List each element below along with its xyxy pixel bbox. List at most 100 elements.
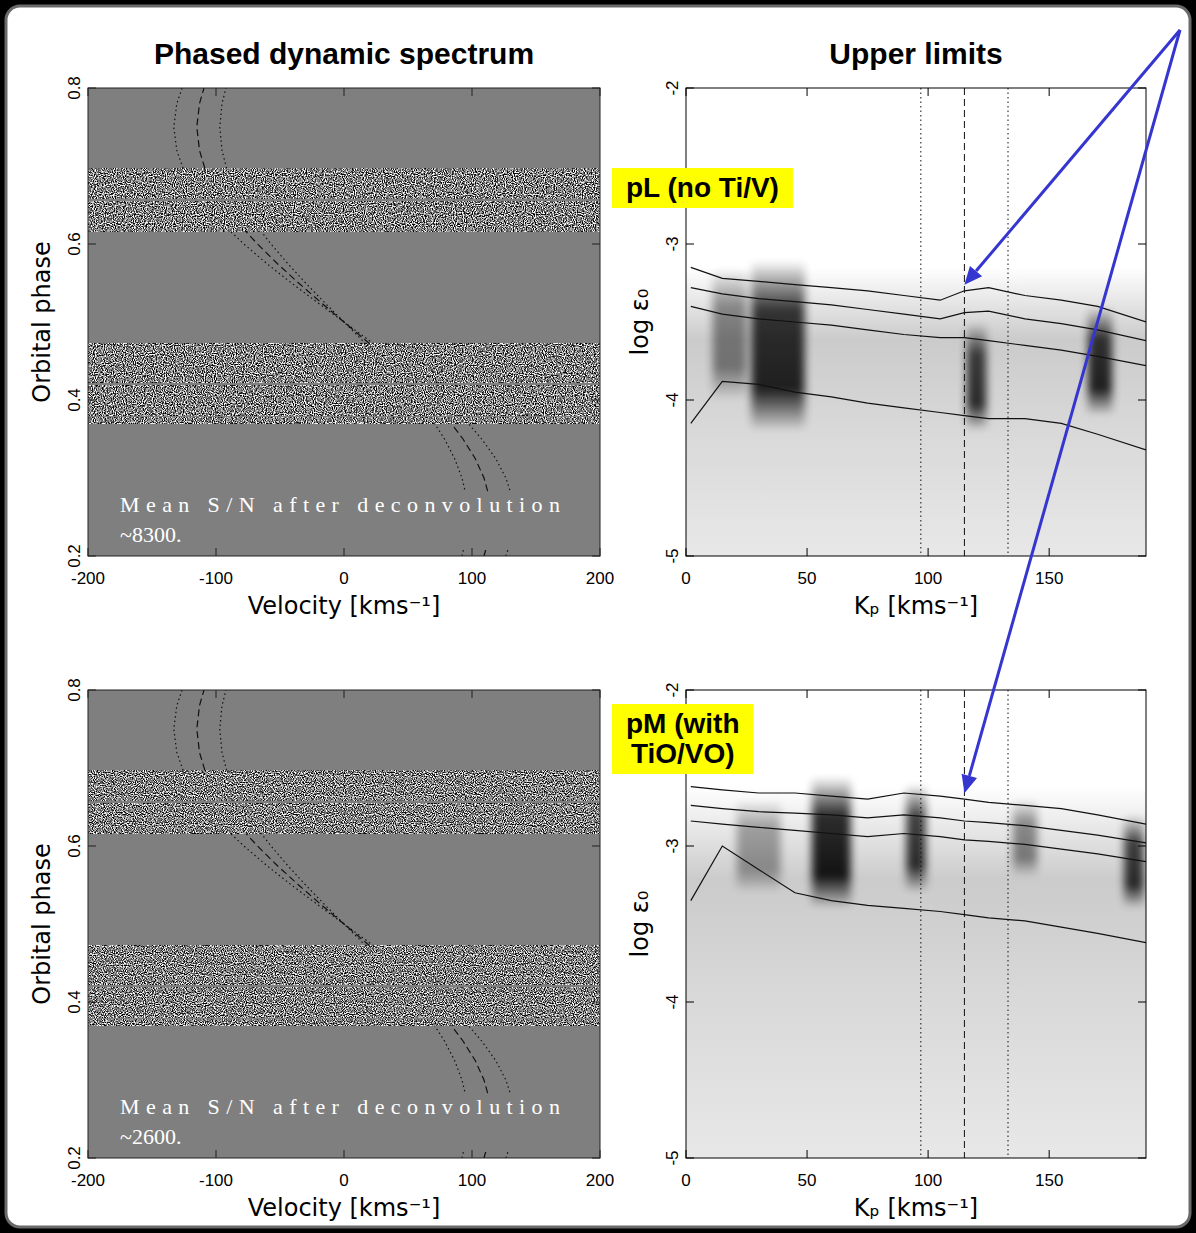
spectrum-band [88,202,600,232]
x-tick [600,88,601,556]
plot-area [686,88,1146,556]
y-tick-label: 0.8 [65,76,84,100]
x-tick-label: 0 [681,569,690,588]
annotation: ~2600. [120,1124,181,1149]
arrow-head [962,774,977,793]
plot-area [686,690,1146,1158]
spectrum-band [88,804,600,834]
x-tick-label: 100 [458,1171,486,1190]
y-axis-title: log ε₀ [626,891,654,958]
y-tick [686,1158,1146,1159]
kp-line [964,88,965,556]
y-tick-label: -5 [663,548,682,563]
y-tick [88,88,600,89]
contour-line [691,288,1146,341]
x-tick [807,88,808,556]
x-tick [472,88,473,556]
plot-frame [686,690,1146,1158]
x-tick [344,690,345,1158]
spectrum-band [88,417,600,423]
dark-feature [1013,799,1037,877]
contour-line [691,267,1146,322]
y-tick-label: -4 [663,994,682,1009]
y-tick [88,1002,600,1003]
x-tick [344,88,345,556]
y-axis-title: Orbital phase [28,843,56,1005]
y-tick [88,690,600,691]
y-tick-label: 0.2 [65,544,84,568]
y-tick [686,556,1146,557]
dark-feature [906,784,925,893]
x-tick [686,88,687,556]
contour-line [691,805,1146,843]
kp-line [1008,690,1009,1158]
y-axis-title: log ε₀ [626,289,654,356]
x-tick [928,690,929,1158]
annotation-patch [114,1094,566,1152]
y-tick-label: 0.2 [65,1146,84,1170]
y-tick-label: -4 [663,392,682,407]
spectrum-band [88,1019,600,1025]
annotation: ~8300. [120,522,181,547]
y-tick [686,88,1146,89]
x-tick-label: 100 [914,1171,942,1190]
y-tick-label: 0.4 [65,388,84,412]
annotation-patch [114,492,566,550]
y-tick-label: 0.4 [65,990,84,1014]
y-tick [88,400,600,401]
slide-panel [6,6,1190,1227]
velocity-curve [174,690,514,1158]
x-tick [216,88,217,556]
x-tick [88,88,89,556]
spectrum-band [88,770,600,800]
annotation: Mean S/N after deconvolution [120,1094,560,1119]
figure: Mean S/N after deconvolution~8300.-200-1… [0,0,1196,1233]
plot-area [88,690,600,1158]
x-tick-label: -200 [71,1171,105,1190]
x-tick [1049,88,1050,556]
annotation: Mean S/N after deconvolution [120,492,560,517]
y-tick-label: -2 [663,682,682,697]
x-tick [928,88,929,556]
label-box [612,168,793,208]
y-tick-label: -3 [663,236,682,251]
y-tick [686,846,1146,847]
x-axis-title: Velocity [kms⁻¹] [248,592,441,620]
column-title: Phased dynamic spectrum [154,37,534,70]
y-tick [88,846,600,847]
y-tick [88,244,600,245]
arrow [969,30,1180,776]
x-tick-label: 0 [339,1171,348,1190]
contour-line [691,821,1146,862]
x-tick [88,690,89,1158]
x-tick-label: 100 [458,569,486,588]
x-tick [1049,690,1050,1158]
spectrum-band [88,385,600,415]
x-tick-label: 200 [586,1171,614,1190]
kp-line [964,690,965,1158]
y-axis-title: Orbital phase [28,241,56,403]
velocity-curve [174,88,514,556]
x-tick-label: 50 [798,569,817,588]
y-tick [88,1158,600,1159]
y-tick [686,244,1146,245]
contour-line [691,846,1146,943]
row-label: TiO/VO) [631,738,735,769]
y-tick [686,690,1146,691]
x-tick-label: 50 [798,1171,817,1190]
kp-line [920,88,921,556]
plot-area [88,88,600,556]
dark-feature [1124,815,1143,909]
dark-feature [713,267,747,400]
x-axis-title: Kₚ [kms⁻¹] [854,1194,978,1222]
column-title: Upper limits [829,37,1002,70]
kp-line [1008,88,1009,556]
label-box [612,704,754,774]
x-tick-label: 0 [339,569,348,588]
y-tick-label: -5 [663,1150,682,1165]
y-tick-label: -3 [663,838,682,853]
x-tick-label: 150 [1035,1171,1063,1190]
plot-background [686,690,1146,1158]
y-tick [686,1002,1146,1003]
plot-background [686,88,1146,556]
